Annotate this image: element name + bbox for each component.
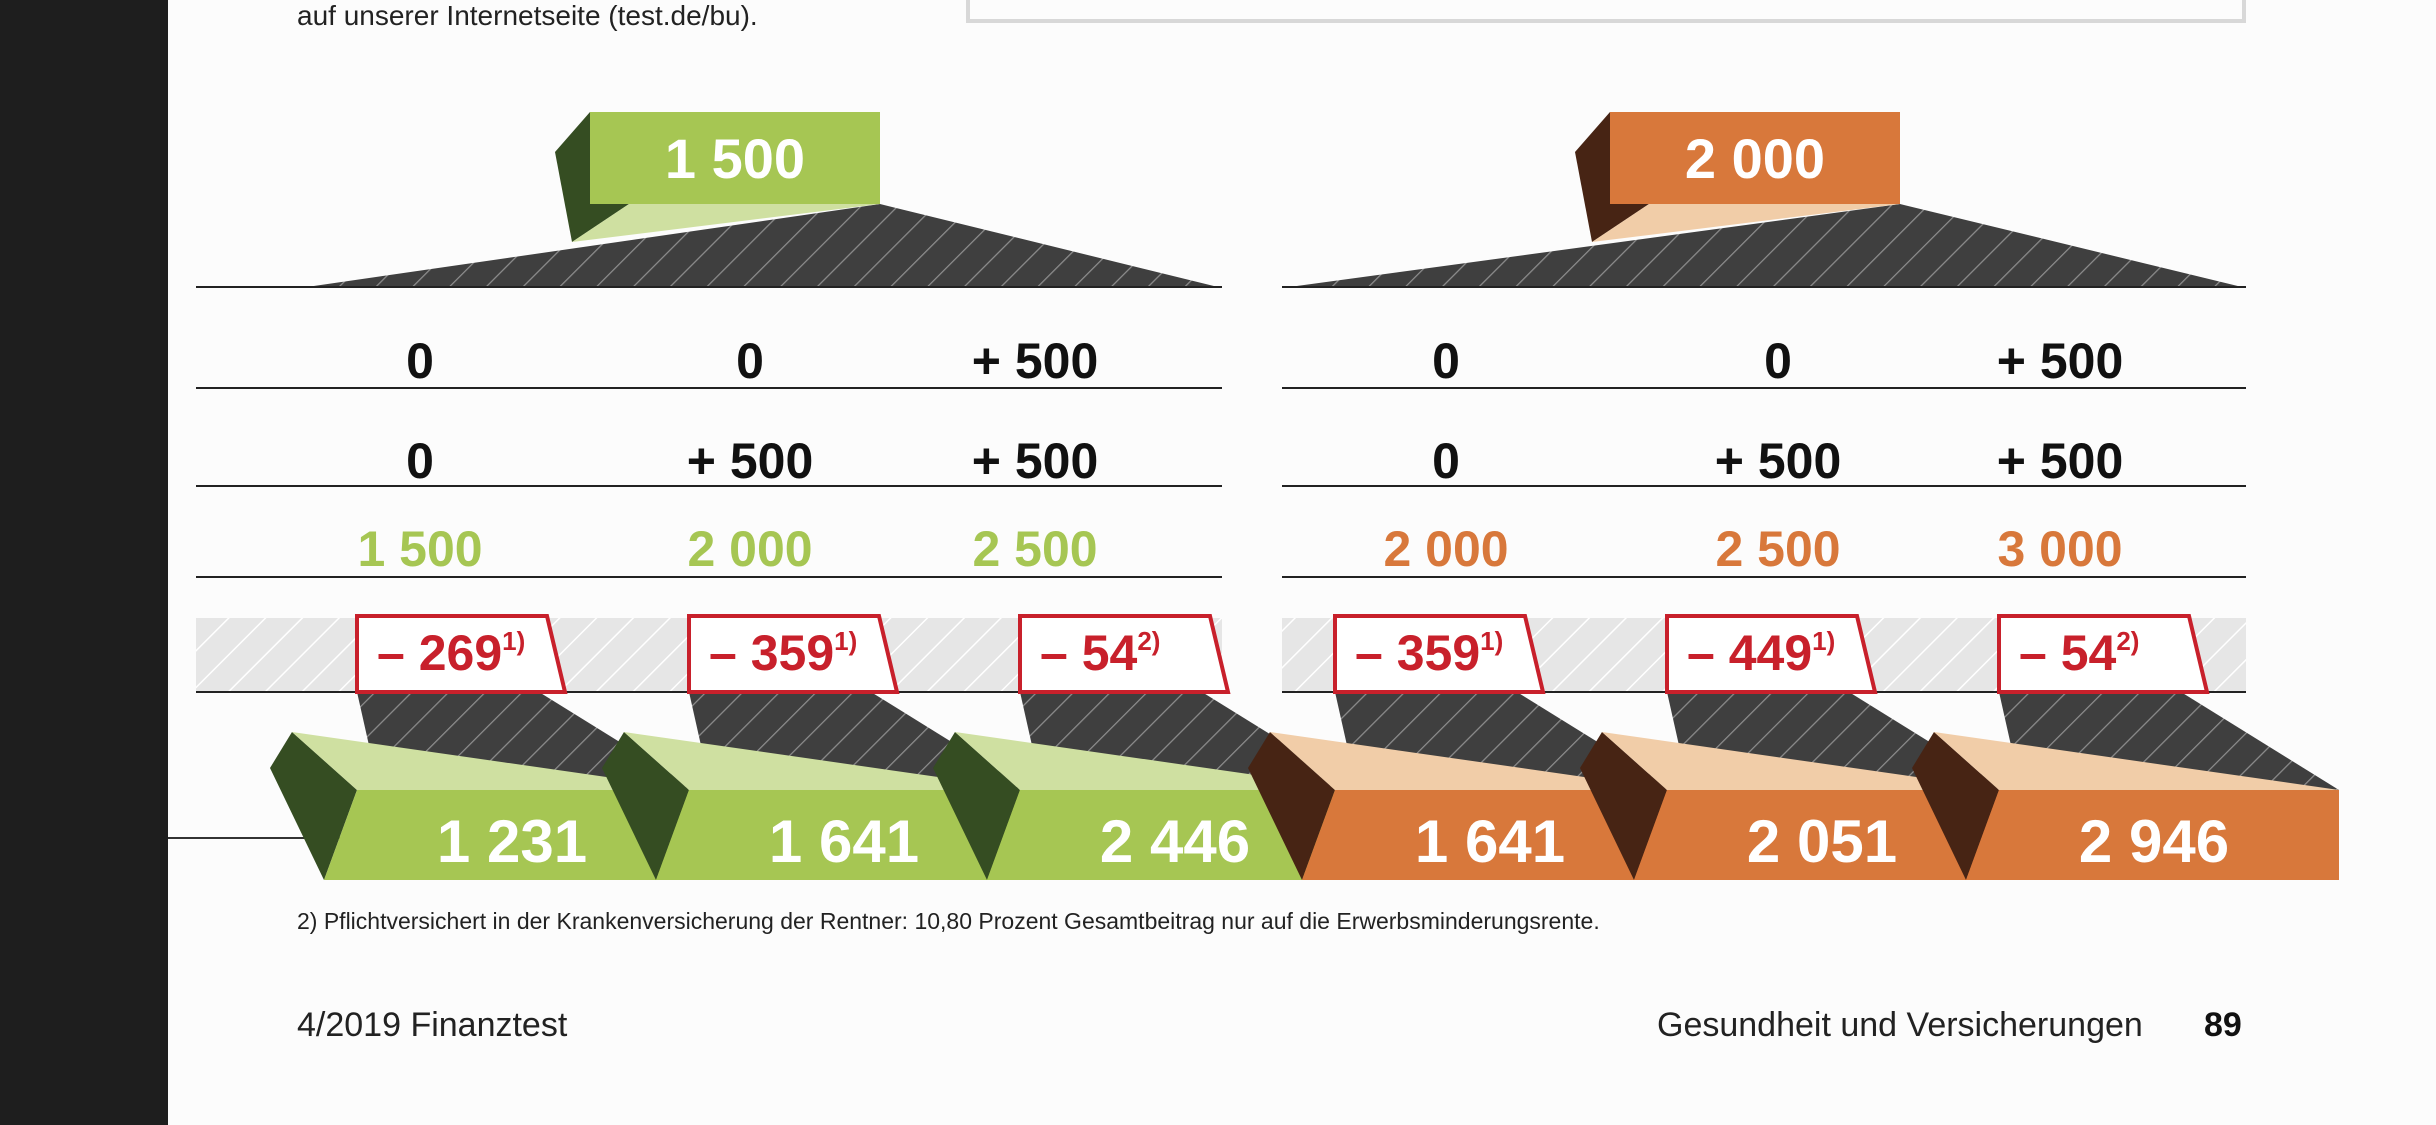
result-value: 1 231 <box>437 808 587 875</box>
result-value: 1 641 <box>1415 808 1565 875</box>
row2-value: + 500 <box>687 433 814 489</box>
result-block-top <box>292 732 697 790</box>
footer-issue: 4/2019 Finanztest <box>297 1006 568 1044</box>
page-number: 89 <box>2204 1006 2242 1044</box>
deduction-amount: – 54 <box>2019 625 2117 681</box>
row1-value: 0 <box>736 333 764 389</box>
group-orange: 2 000 0 0 + 500 0 + 500 + 500 2 000 2 500 3 000 – … <box>1248 112 2339 880</box>
deduction-box <box>1665 614 1878 694</box>
total-value: 2 000 <box>687 521 812 577</box>
deduction-amount: – 359 <box>709 625 834 681</box>
row1-value: 0 <box>406 333 434 389</box>
total-value: 3 000 <box>1997 521 2122 577</box>
document-page <box>168 0 2436 1125</box>
deduction-amount: – 54 <box>1040 625 1138 681</box>
top-block-bottom <box>1592 202 1900 242</box>
result-block-top <box>624 732 1029 790</box>
row2-value: + 500 <box>1715 433 1842 489</box>
result-value: 1 641 <box>769 808 919 875</box>
result-block-top <box>1934 732 2339 790</box>
row2-value: + 500 <box>1997 433 2124 489</box>
row1-value: + 500 <box>1997 333 2124 389</box>
deduction-value: – 4491) <box>1687 625 1835 681</box>
deduction-value: – 3591) <box>709 625 857 681</box>
top-block-face <box>590 112 880 204</box>
info-box-frame <box>966 0 2246 23</box>
row1-value: 0 <box>1432 333 1460 389</box>
top-ramp <box>1282 204 2246 288</box>
top-block-bottom <box>572 202 880 242</box>
deduction-amount: – 269 <box>377 625 502 681</box>
deduction-box <box>1997 614 2210 694</box>
row2-value: 0 <box>1432 433 1460 489</box>
row1-value: + 500 <box>972 333 1099 389</box>
top-value-label: 1 500 <box>665 127 805 190</box>
result-block-face <box>987 790 1360 880</box>
deduction-amount: – 449 <box>1687 625 1812 681</box>
result-block-face <box>1302 790 1675 880</box>
deduction-footnote-ref: 2) <box>2116 626 2139 656</box>
intro-text: auf unserer Internetseite (test.de/bu). <box>297 0 758 31</box>
footnote: 2) Pflichtversichert in der Krankenversi… <box>297 908 1600 934</box>
result-block-face <box>324 790 697 880</box>
deduction-value: – 3591) <box>1355 625 1503 681</box>
result-block-side <box>933 732 1020 880</box>
row2-value: + 500 <box>972 433 1099 489</box>
result-block-face <box>1634 790 2007 880</box>
deduction-footnote-ref: 1) <box>502 626 525 656</box>
result-block-face <box>656 790 1029 880</box>
deduction-value: – 542) <box>2019 625 2139 681</box>
deduction-amount: – 359 <box>1355 625 1480 681</box>
total-value: 2 500 <box>972 521 1097 577</box>
result-block-top <box>1602 732 2007 790</box>
total-value: 2 500 <box>1715 521 1840 577</box>
result-block-side <box>1912 732 1999 880</box>
result-block-side <box>602 732 689 880</box>
deduction-box <box>355 614 568 694</box>
deduction-box <box>687 614 900 694</box>
result-value: 2 446 <box>1100 808 1250 875</box>
deduction-footnote-ref: 2) <box>1137 626 1160 656</box>
result-block-side <box>270 732 357 880</box>
total-value: 2 000 <box>1383 521 1508 577</box>
result-block-face <box>1966 790 2339 880</box>
result-block-side <box>1580 732 1667 880</box>
total-value: 1 500 <box>357 521 482 577</box>
result-value: 2 946 <box>2079 808 2229 875</box>
group-green: 1 500 0 0 + 500 0 + 500 + 500 1 500 2 000 2 500 – … <box>196 112 1360 880</box>
result-value: 2 051 <box>1747 808 1897 875</box>
top-ramp <box>300 204 1222 288</box>
row2-value: 0 <box>406 433 434 489</box>
deduction-box <box>1333 614 1546 694</box>
footer-section: Gesundheit und Versicherungen <box>1657 1006 2143 1044</box>
deduction-footnote-ref: 1) <box>1480 626 1503 656</box>
deduction-box <box>1018 614 1231 694</box>
result-block-top <box>1270 732 1675 790</box>
top-value-label: 2 000 <box>1685 127 1825 190</box>
deduction-value: – 542) <box>1040 625 1160 681</box>
deduction-footnote-ref: 1) <box>1812 626 1835 656</box>
result-block-side <box>1248 732 1335 880</box>
deduction-value: – 2691) <box>377 625 525 681</box>
top-block-face <box>1610 112 1900 204</box>
deduction-footnote-ref: 1) <box>834 626 857 656</box>
row1-value: 0 <box>1764 333 1792 389</box>
